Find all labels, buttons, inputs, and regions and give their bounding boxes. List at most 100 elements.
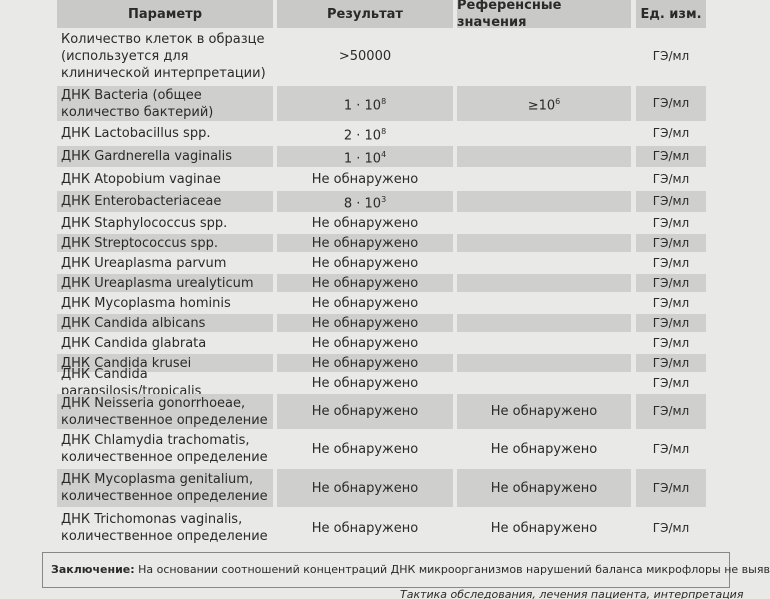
param-cell: ДНК Gardnerella vaginalis	[57, 146, 273, 167]
result-value: Не обнаружено	[311, 335, 419, 351]
unit-cell: ГЭ/мл	[636, 234, 706, 252]
reference-cell: Не обнаружено	[457, 394, 631, 429]
result-value: Не обнаружено	[311, 480, 419, 496]
param-cell: ДНК Mycoplasma genitalium, количественно…	[57, 469, 273, 507]
unit-cell: ГЭ/мл	[652, 49, 690, 63]
mantissa: 8 · 10	[343, 196, 382, 212]
reference-value: ≥106	[528, 93, 561, 114]
reference-value: Не обнаружено	[490, 441, 598, 457]
header-cell: Результат	[277, 0, 453, 28]
result-value: Не обнаружено	[311, 404, 419, 419]
param-cell: ДНК Chlamydia trachomatis, количественно…	[61, 433, 268, 465]
mantissa: 1 · 10	[343, 98, 382, 114]
unit-cell: ГЭ/мл	[652, 295, 690, 310]
result-cell: Не обнаружено	[277, 374, 453, 392]
reference-cell	[457, 354, 631, 372]
reference-cell	[457, 234, 631, 252]
unit-cell: ГЭ/мл	[652, 255, 690, 270]
result-cell: Не обнаружено	[277, 214, 453, 232]
result-cell: Не обнаружено	[277, 169, 453, 189]
reference-cell: ≥106	[457, 86, 631, 121]
exponent: 3	[381, 194, 387, 204]
reference-cell: Не обнаружено	[457, 509, 631, 547]
unit-cell: ГЭ/мл	[636, 354, 706, 372]
unit-cell: ГЭ/мл	[652, 171, 690, 186]
reference-cell	[457, 146, 631, 167]
unit-cell: ГЭ/мл	[652, 126, 690, 140]
param-cell: ДНК Staphylococcus spp.	[61, 215, 228, 231]
result-value: Не обнаружено	[311, 275, 419, 291]
footer-text: Тактика обследования, лечения пациента, …	[400, 588, 744, 599]
result-cell: Не обнаружено	[277, 254, 453, 272]
unit-cell: ГЭ/мл	[636, 191, 706, 212]
result-value: Не обнаружено	[311, 235, 419, 251]
param-cell: ДНК Enterobacteriaceae	[57, 191, 273, 212]
header-cell: Ед. изм.	[636, 0, 706, 28]
exponent: 8	[381, 126, 387, 136]
reference-cell: Не обнаружено	[457, 469, 631, 507]
result-cell: Не обнаружено	[277, 394, 453, 429]
param-cell: ДНК Candida parapsilosis/tropicalis	[61, 367, 202, 399]
param-cell: ДНК Candida glabrata	[61, 335, 207, 351]
result-value: Не обнаружено	[311, 255, 419, 271]
reference-value: Не обнаружено	[490, 404, 598, 419]
param-cell: Количество клеток в образце (используетс…	[61, 32, 266, 81]
result-value: Не обнаружено	[311, 315, 419, 331]
result-cell: >50000	[277, 29, 453, 84]
param-cell: ДНК Mycoplasma hominis	[61, 295, 231, 311]
result-cell: Не обнаружено	[277, 294, 453, 312]
result-cell: Не обнаружено	[277, 314, 453, 332]
result-value: 1 · 108	[344, 93, 386, 114]
exponent: 8	[381, 96, 387, 106]
param-cell: ДНК Ureaplasma urealyticum	[57, 274, 273, 292]
result-value: 8 · 103	[344, 191, 386, 212]
result-value: 1 · 104	[344, 146, 386, 167]
param-cell: ДНК Atopobium vaginae	[61, 171, 221, 187]
result-cell: Не обнаружено	[277, 469, 453, 507]
param-cell: ДНК Lactobacillus spp.	[61, 126, 211, 141]
result-value: Не обнаружено	[311, 295, 419, 311]
conclusion-label: Заключение:	[51, 563, 135, 576]
exponent: 4	[381, 149, 387, 159]
reference-cell	[457, 314, 631, 332]
reference-cell	[457, 294, 631, 312]
conclusion-text: На основании соотношений концентраций ДН…	[138, 563, 770, 576]
mantissa: ≥10	[527, 98, 556, 114]
reference-cell: Не обнаружено	[457, 431, 631, 467]
reference-cell	[457, 334, 631, 352]
result-cell: Не обнаружено	[277, 354, 453, 372]
mantissa: 2 · 10	[343, 128, 382, 144]
result-cell: 1 · 104	[277, 146, 453, 167]
result-value: Не обнаружено	[311, 520, 419, 536]
header-cell: Параметр	[57, 0, 273, 28]
result-cell: Не обнаружено	[277, 334, 453, 352]
result-cell: 2 · 108	[277, 123, 453, 144]
reference-cell	[457, 374, 631, 392]
unit-cell: ГЭ/мл	[652, 335, 690, 350]
result-cell: 1 · 108	[277, 86, 453, 121]
param-cell: ДНК Ureaplasma parvum	[61, 255, 227, 271]
exponent: 6	[555, 96, 561, 106]
unit-cell: ГЭ/мл	[636, 314, 706, 332]
result-cell: Не обнаружено	[277, 234, 453, 252]
unit-cell: ГЭ/мл	[636, 394, 706, 429]
param-cell: ДНК Bacteria (общее количество бактерий)	[57, 86, 273, 121]
result-cell: Не обнаружено	[277, 274, 453, 292]
result-value: Не обнаружено	[311, 375, 419, 391]
unit-cell: ГЭ/мл	[636, 469, 706, 507]
reference-cell	[457, 29, 631, 84]
reference-cell	[457, 191, 631, 212]
unit-cell: ГЭ/мл	[652, 441, 690, 456]
reference-value: Не обнаружено	[490, 520, 598, 536]
result-value: Не обнаружено	[311, 355, 419, 371]
result-cell: Не обнаружено	[277, 509, 453, 547]
unit-cell: ГЭ/мл	[636, 274, 706, 292]
result-value: >50000	[338, 49, 392, 64]
result-cell: 8 · 103	[277, 191, 453, 212]
param-cell: ДНК Neisseria gonorrhoeae, количественно…	[57, 394, 273, 429]
unit-cell: ГЭ/мл	[652, 375, 690, 390]
unit-cell: ГЭ/мл	[652, 215, 690, 230]
header-cell: Референсные значения	[457, 0, 631, 30]
reference-cell	[457, 123, 631, 144]
